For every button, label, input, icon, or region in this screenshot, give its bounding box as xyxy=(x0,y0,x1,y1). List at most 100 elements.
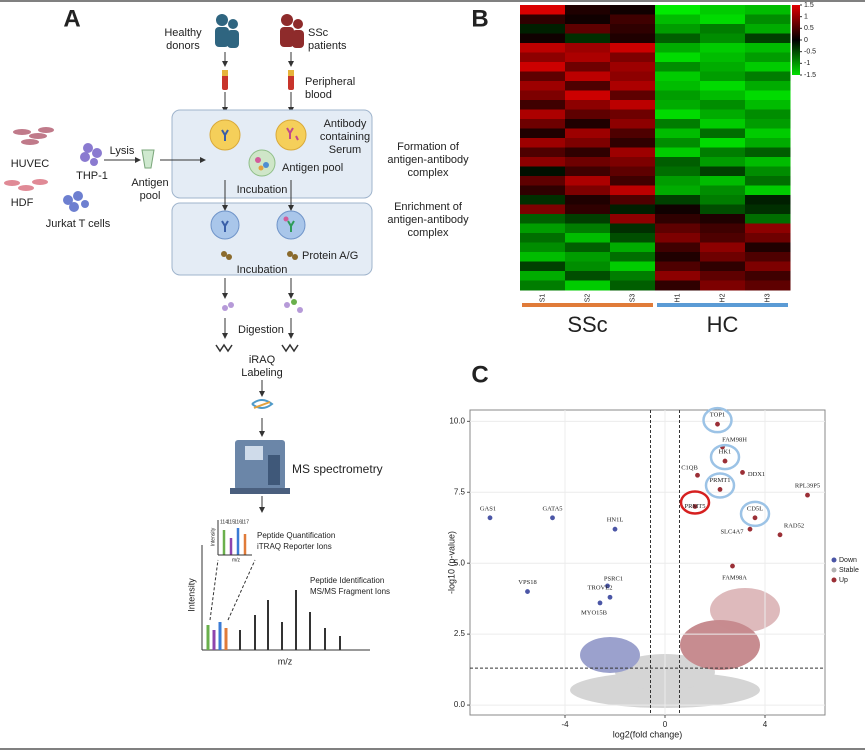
heatmap-cell xyxy=(655,185,701,196)
heatmap-cell xyxy=(610,233,656,243)
x-tick-label: -4 xyxy=(561,720,569,729)
heatmap-cell xyxy=(700,14,746,25)
heatmap-cell xyxy=(700,24,746,34)
gene-label: GATA5 xyxy=(542,505,562,512)
x-axis-label: log2(fold change) xyxy=(613,729,683,739)
heatmap-cell xyxy=(565,138,611,148)
panel-label: A xyxy=(63,5,80,32)
legend-swatch xyxy=(831,577,837,583)
column-label: H2 xyxy=(719,293,726,302)
colorbar-tick-label: 1.5 xyxy=(804,2,814,9)
heatmap-cell xyxy=(655,261,701,272)
heatmap-cell xyxy=(745,100,791,110)
heatmap-cell xyxy=(565,271,611,281)
heatmap-cell xyxy=(565,119,611,129)
legend-label: Up xyxy=(839,577,848,584)
gene-label: PRMT5 xyxy=(685,503,706,510)
heatmap-cell xyxy=(655,14,701,25)
heatmap-cell xyxy=(655,109,701,120)
heatmap-cell xyxy=(610,195,656,205)
gene-point xyxy=(752,515,758,521)
heatmap-cell xyxy=(700,109,746,120)
gene-label: DDX1 xyxy=(748,471,765,478)
protein-ag: Protein A/G xyxy=(302,250,358,262)
heatmap-cell xyxy=(700,252,746,262)
huvec: HUVEC xyxy=(11,158,50,170)
heatmap-cell xyxy=(655,24,701,34)
heatmap-cell xyxy=(610,43,656,53)
heatmap-cell xyxy=(610,14,656,25)
heatmap-cell xyxy=(520,195,566,205)
enrichment-line: antigen-antibody xyxy=(387,214,469,226)
gene-label: HK1 xyxy=(719,449,732,456)
digestion: Digestion xyxy=(238,324,284,336)
heatmap-cell xyxy=(745,71,791,82)
heatmap-cell xyxy=(655,223,701,234)
antigen-pool-left-line: pool xyxy=(140,190,161,202)
colorbar-tick-label: -0.5 xyxy=(804,49,816,56)
hdf: HDF xyxy=(11,197,34,209)
labeling-line: Labeling xyxy=(241,367,283,379)
axis-label: Intensity xyxy=(186,578,196,612)
heatmap-cell xyxy=(700,233,746,243)
heatmap-cell xyxy=(565,5,611,15)
colorbar xyxy=(792,5,800,75)
heatmap-cell xyxy=(655,242,701,253)
gene-point xyxy=(550,515,555,521)
heatmap-cell xyxy=(565,157,611,167)
heatmap-cell xyxy=(520,52,566,63)
heatmap-cell xyxy=(745,33,791,44)
heatmap-cell xyxy=(520,176,566,186)
column-label: S3 xyxy=(629,294,636,303)
heatmap-cell xyxy=(610,100,656,110)
formation-line: complex xyxy=(408,167,449,179)
heatmap-cell xyxy=(520,271,566,281)
heatmap-cell xyxy=(565,33,611,44)
heatmap-cell xyxy=(520,166,566,177)
antibody-serum-line: Antibody xyxy=(324,118,367,130)
gene-label: GAS1 xyxy=(480,505,496,512)
heatmap-cell xyxy=(700,33,746,44)
heatmap-cell xyxy=(655,138,701,148)
gene-label: VPS18 xyxy=(518,579,536,586)
heatmap-cell xyxy=(700,71,746,82)
heatmap-cell xyxy=(610,138,656,148)
heatmap-cell xyxy=(655,119,701,129)
heatmap-cell xyxy=(610,109,656,120)
heatmap-cell xyxy=(700,138,746,148)
group-label: HC xyxy=(707,312,739,337)
heatmap-cell xyxy=(700,185,746,196)
reporter-tick: 117 xyxy=(241,519,249,525)
heatmap-cell xyxy=(700,52,746,63)
legend-swatch xyxy=(831,557,837,563)
heatmap-cell xyxy=(655,280,701,291)
heatmap-cell xyxy=(610,147,656,158)
healthy-donors-line: donors xyxy=(166,40,200,52)
heatmap-cell xyxy=(700,242,746,253)
ident-label-line: MS/MS Fragment Ions xyxy=(310,587,390,596)
heatmap-cell xyxy=(520,185,566,196)
heatmap-cell xyxy=(520,71,566,82)
heatmap-cell xyxy=(700,43,746,53)
heatmap-cell xyxy=(700,204,746,215)
gene-point xyxy=(607,594,613,600)
heatmap-cell xyxy=(745,242,791,253)
heatmap-cell xyxy=(700,195,746,205)
heatmap-cell xyxy=(565,109,611,120)
heatmap-cell xyxy=(655,147,701,158)
heatmap-cell xyxy=(745,138,791,148)
heatmap-cell xyxy=(745,14,791,25)
y-tick-label: 10.0 xyxy=(449,416,465,425)
heatmap-cell xyxy=(700,223,746,234)
legend-label: Stable xyxy=(839,567,859,574)
heatmap-cell xyxy=(565,204,611,215)
heatmap-cell xyxy=(700,100,746,110)
heatmap-cell xyxy=(655,128,701,139)
heatmap-cell xyxy=(745,43,791,53)
panel-label: B xyxy=(471,5,488,32)
colorbar-tick-label: -1.5 xyxy=(804,72,816,79)
heatmap-cell xyxy=(565,261,611,272)
heatmap-cell xyxy=(745,62,791,72)
heatmap-cell xyxy=(655,43,701,53)
